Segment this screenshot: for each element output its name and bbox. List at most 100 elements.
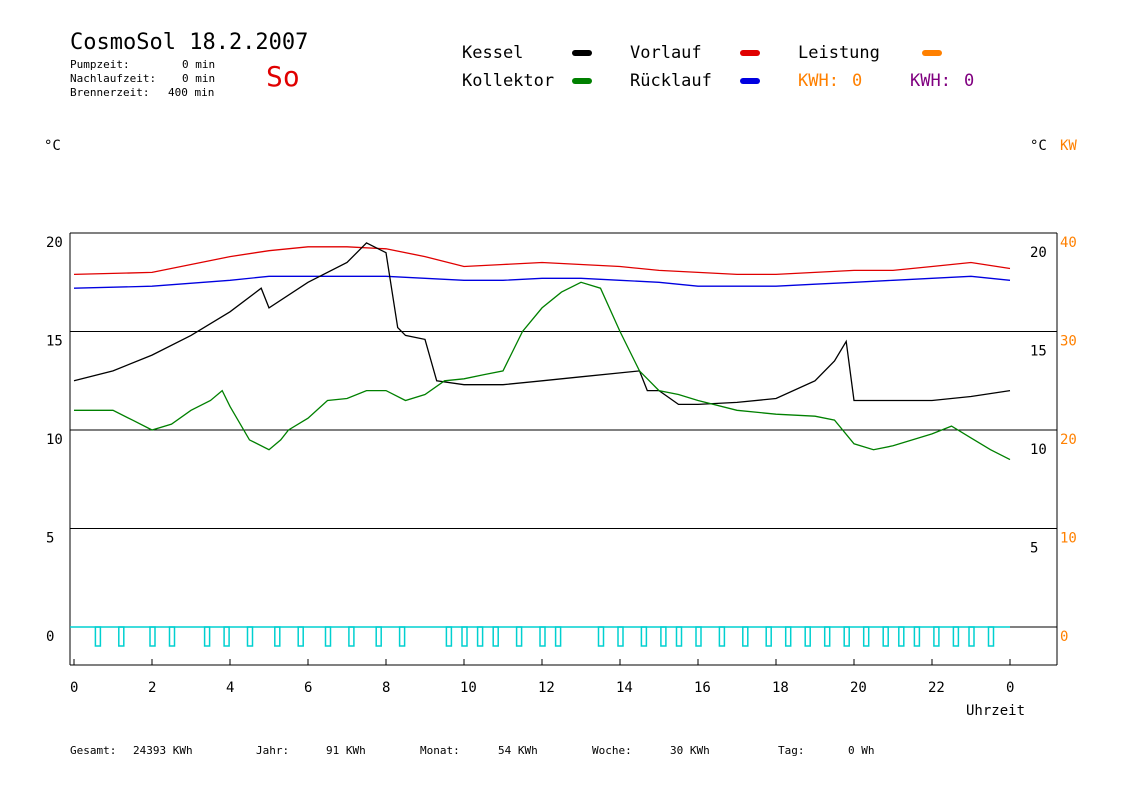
- pump-pulse: [223, 626, 230, 647]
- pump-pulse: [804, 626, 811, 647]
- x-tick-label: 0: [1006, 680, 1014, 696]
- nachlaufzeit-value: 0 min: [182, 72, 216, 85]
- y-tick-label-left: 0: [46, 629, 54, 645]
- pump-pulse: [695, 626, 702, 647]
- kollektor-line: [74, 281, 1011, 461]
- pump-pulse: [461, 626, 468, 647]
- pump-pulse: [718, 626, 726, 647]
- pumpzeit-value: 0 min: [182, 58, 216, 71]
- page-title: CosmoSol 18.2.2007: [70, 30, 309, 55]
- x-tick-label: 0: [70, 680, 78, 696]
- legend-kessel: Kessel: [462, 43, 524, 63]
- y-tick-label-right-power: 20: [1060, 432, 1077, 448]
- y-tick-label-right-temp: 20: [1030, 245, 1047, 261]
- y-tick-label-right-temp: 5: [1030, 541, 1038, 557]
- x-tick-label: 10: [460, 680, 477, 696]
- pump-pulse: [898, 626, 905, 647]
- pump-pulse: [742, 626, 749, 647]
- pump-pulse: [94, 626, 102, 647]
- pump-pulse: [297, 626, 304, 647]
- legend-leistung-swatch: [922, 50, 942, 56]
- x-tick-label: 22: [928, 680, 945, 696]
- tag-label: Tag:: [778, 744, 805, 757]
- gesamt-value: 24393 KWh: [133, 744, 193, 757]
- pump-pulse: [515, 626, 523, 647]
- y-tick-label-left: 20: [46, 235, 63, 251]
- woche-value: 30 KWh: [670, 744, 710, 757]
- pump-pulse: [675, 626, 683, 647]
- legend-vorlauf: Vorlauf: [630, 43, 702, 63]
- jahr-value: 91 KWh: [326, 744, 366, 757]
- pump-pulse: [987, 626, 995, 647]
- kwh-label-1: KWH:: [798, 71, 839, 91]
- legend-ruecklauf-swatch: [740, 78, 760, 84]
- x-tick-label: 4: [226, 680, 234, 696]
- y-tick-label-left: 10: [46, 432, 63, 448]
- pump-pulse: [398, 626, 406, 647]
- pump-pulse: [933, 626, 940, 647]
- pump-pulse: [597, 626, 605, 647]
- legend-kollektor: Kollektor: [462, 71, 555, 91]
- tag-value: 0 Wh: [848, 744, 875, 757]
- woche-label: Woche:: [592, 744, 632, 757]
- kessel-line: [73, 242, 1011, 406]
- vorlauf-line: [73, 246, 1011, 276]
- monat-value: 54 KWh: [498, 744, 538, 757]
- x-tick-label: 8: [382, 680, 390, 696]
- pump-pulse: [445, 626, 453, 647]
- pump-pulse: [118, 626, 125, 647]
- kwh-value-2: 0: [964, 71, 975, 91]
- y-tick-label-left: 5: [46, 531, 54, 547]
- legend-ruecklauf: Rücklauf: [630, 71, 712, 91]
- y-unit-left: °C: [44, 138, 61, 154]
- x-tick-label: 14: [616, 680, 633, 696]
- pump-pulse: [617, 626, 624, 647]
- x-tick-label: 6: [304, 680, 312, 696]
- x-axis-label: Uhrzeit: [966, 703, 1025, 719]
- pump-pulse: [843, 626, 850, 647]
- pump-pulse: [149, 626, 156, 647]
- legend-vorlauf-swatch: [740, 50, 760, 56]
- pump-pulse: [203, 626, 211, 647]
- pump-pulse: [492, 626, 499, 647]
- pump-pulse: [823, 626, 831, 647]
- y-tick-label-right-power: 30: [1060, 334, 1077, 350]
- y-tick-label-left: 15: [46, 334, 63, 350]
- nachlaufzeit-label: Nachlaufzeit:: [70, 72, 157, 85]
- pump-pulse: [640, 626, 648, 647]
- brennerzeit-label: Brennerzeit:: [70, 86, 150, 99]
- monat-label: Monat:: [420, 744, 460, 757]
- pump-pulse: [246, 626, 254, 647]
- pump-pulse: [324, 626, 332, 647]
- y-tick-label-right-power: 0: [1060, 629, 1068, 645]
- pump-pulse: [882, 626, 889, 647]
- legend-kessel-swatch: [572, 50, 592, 56]
- pump-pulse: [168, 626, 176, 647]
- y-tick-label-right-temp: 15: [1030, 344, 1047, 360]
- x-tick-label: 18: [772, 680, 789, 696]
- pump-pulse: [784, 626, 792, 647]
- pump-pulse: [968, 626, 975, 647]
- x-tick-label: 20: [850, 680, 867, 696]
- pump-pulse: [862, 626, 870, 647]
- brennerzeit-value: 400 min: [168, 86, 215, 99]
- jahr-label: Jahr:: [256, 744, 290, 757]
- pump-pulse: [913, 626, 921, 647]
- gesamt-label: Gesamt:: [70, 744, 117, 757]
- y-tick-label-right-power: 10: [1060, 531, 1077, 547]
- pump-pulse: [952, 626, 960, 647]
- kwh-value-1: 0: [852, 71, 863, 91]
- pump-pulse: [375, 626, 382, 647]
- x-tick-label: 12: [538, 680, 555, 696]
- y-tick-label-right-temp: 10: [1030, 442, 1047, 458]
- ruecklauf-line: [73, 275, 1011, 289]
- pump-pulse: [274, 626, 281, 647]
- y-tick-label-right-power: 40: [1060, 235, 1077, 251]
- weekday-label: So: [266, 60, 300, 93]
- pumpzeit-label: Pumpzeit:: [70, 58, 130, 71]
- x-tick-label: 16: [694, 680, 711, 696]
- x-tick-label: 2: [148, 680, 156, 696]
- pump-pulse: [765, 626, 772, 647]
- kwh-label-2: KWH:: [910, 71, 951, 91]
